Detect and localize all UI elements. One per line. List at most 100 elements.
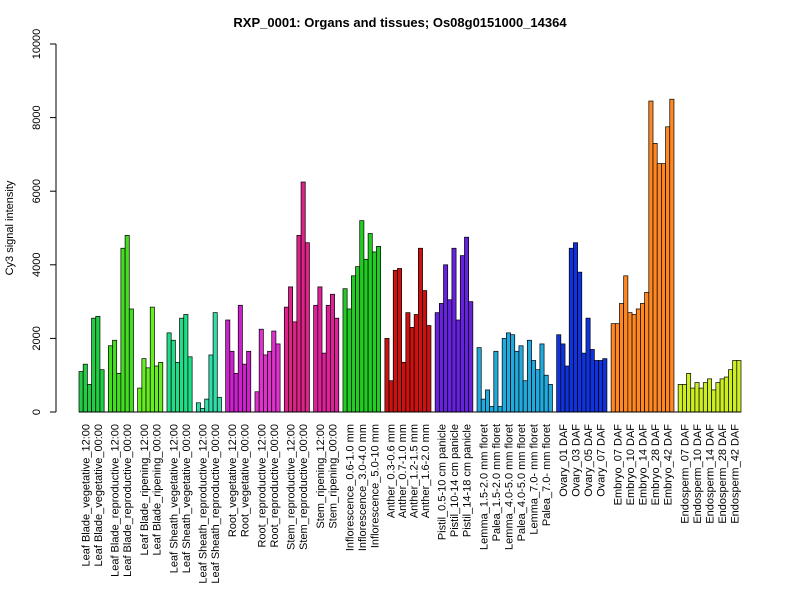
bar [112,339,118,413]
bar [78,371,84,413]
y-tick-label: 8000 [31,105,43,129]
x-tick-label: Endosperm_07 DAF [679,424,691,524]
x-tick-label: Anther_1.6-2.0 mm [420,424,432,518]
bar [95,315,101,413]
bar [384,338,390,413]
bar [187,356,193,413]
bar [468,301,474,413]
bar [128,308,134,413]
bar [267,350,273,413]
bar [694,382,700,413]
bar [640,303,645,413]
bar [732,360,738,413]
bar [686,373,692,413]
bar [107,345,113,413]
x-tick-label: Embryo_07 DAF [612,424,624,506]
bar [263,354,268,413]
bar [292,321,298,413]
x-tick-label: Pistil_0.5-10 cm panicle [436,424,448,540]
bar [698,387,704,413]
bar [154,365,159,413]
bar [681,384,687,413]
bar [350,275,356,413]
bar [204,398,210,413]
x-tick-label: Lemma_7.0- mm floret [529,424,541,535]
bar [485,389,490,413]
bar [409,327,415,413]
bar [271,330,277,413]
x-tick-label: Ovary_01 DAF [558,424,570,497]
y-axis: 0 2000 4000 6000 8000 10000 [31,29,57,415]
bars [78,98,742,413]
bar [216,396,222,413]
x-tick-label: Palea_4.0-5.0 mm floret [516,424,528,541]
bar [405,312,411,413]
bar [707,378,713,413]
bar [137,387,143,413]
y-tick-label: 6000 [31,179,43,203]
bar [631,314,637,413]
bar [719,378,725,413]
x-tick-label: Endosperm_14 DAF [705,424,717,524]
bar [99,369,105,413]
y-tick-label: 4000 [31,253,43,277]
bar [506,332,511,413]
bar [451,247,457,413]
x-tick-label: Anther_0.3-0.6 mm [386,424,398,518]
bar [413,314,419,413]
y-tick-label: 0 [31,409,43,415]
bar [422,290,428,413]
bar [342,288,348,413]
bar [715,382,721,413]
x-tick-label: Embryo_42 DAF [663,424,675,506]
bar [313,304,319,413]
bar [166,332,172,413]
bar [371,251,377,413]
bar [317,286,323,413]
chart-title: RXP_0001: Organs and tissues; Os08g01510… [233,15,567,30]
x-tick-label: Leaf Sheath_vegetative_00:00 [181,424,193,573]
bar [300,181,306,413]
bar [334,317,340,413]
bar [728,369,733,413]
bar [464,236,470,413]
bar [665,126,671,413]
bar [648,100,654,413]
x-tick-label: Lemma_1.5-2.0 mm floret [478,424,490,550]
y-tick-label: 10000 [31,29,43,60]
bar [560,343,566,413]
bar [170,339,176,413]
bar [501,338,507,413]
x-tick-labels: Leaf Blade_vegetative_12:00 Leaf Blade_ve… [80,424,741,584]
y-tick-label: 2000 [31,326,43,350]
bar [510,334,516,413]
x-tick-label: Leaf Sheath_reproductive_00:00 [210,424,222,584]
x-tick-label: Endosperm_28 DAF [717,424,729,524]
bar [526,339,532,413]
x-tick-label: Leaf Blade_vegetative_00:00 [93,424,105,567]
bar [543,374,549,413]
bar [535,369,541,413]
bar [610,323,616,413]
bar [539,343,545,413]
bar [711,389,717,413]
bar [623,275,629,413]
bar [476,347,482,413]
bar [723,376,729,413]
bar [556,334,562,413]
bar [325,304,331,413]
bar [401,361,407,413]
x-tick-label: Leaf Blade_reproductive_12:00 [110,424,122,577]
bar [518,345,524,413]
x-tick-label: Leaf Sheath_reproductive_12:00 [198,424,210,584]
x-tick-label: Palea_7.0- mm floret [541,424,553,526]
bar [459,255,465,413]
bar [627,312,633,413]
x-tick-label: Ovary_05 DAF [583,424,595,497]
bar [589,349,595,413]
bar [237,304,243,413]
bar [254,391,260,413]
bar [346,308,352,413]
bar [392,269,398,413]
